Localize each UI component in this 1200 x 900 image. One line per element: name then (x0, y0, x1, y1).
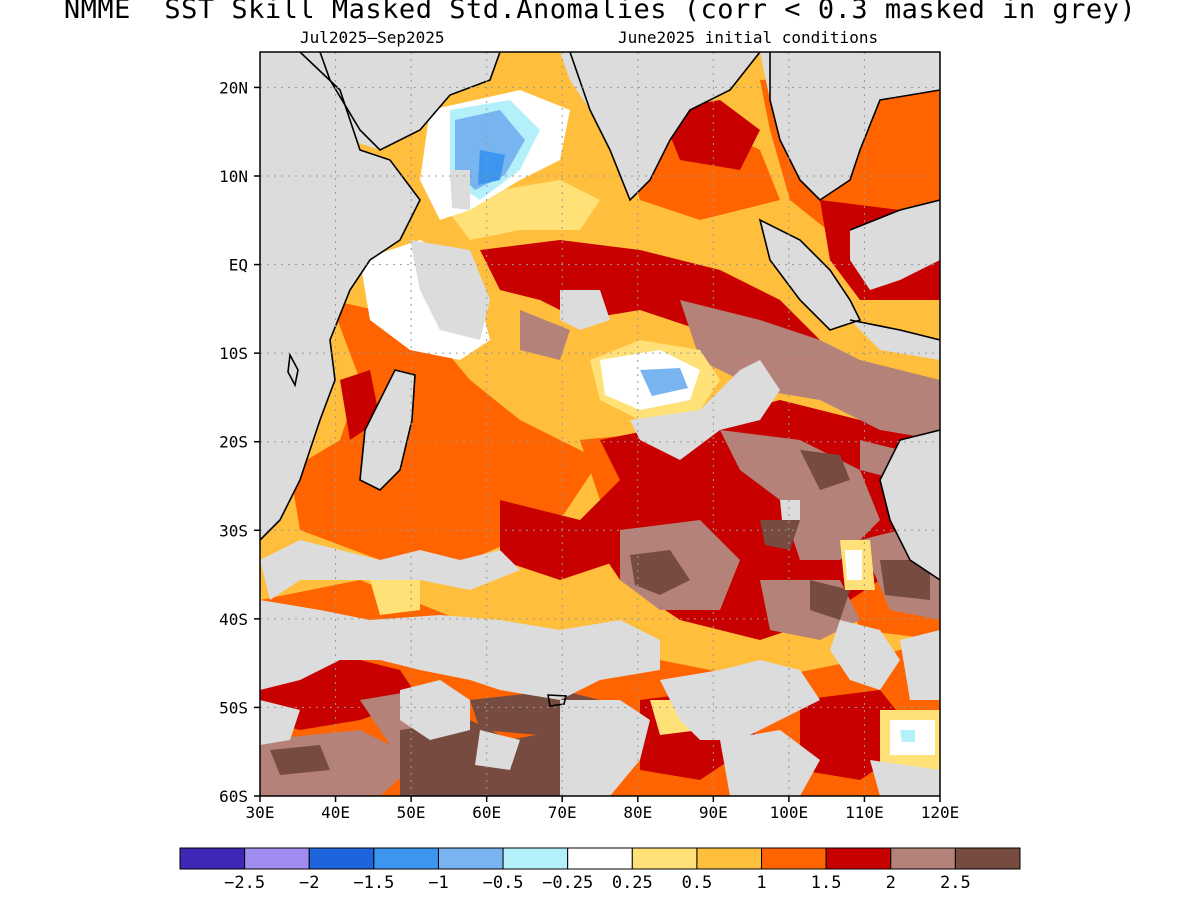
x-tick-label: 60E (472, 803, 501, 822)
x-tick-label: 70E (548, 803, 577, 822)
colorbar-label: −1.5 (353, 873, 394, 893)
y-tick-label: 20N (219, 78, 248, 97)
colorbar-swatch (954, 847, 1021, 870)
skill-mask (260, 52, 940, 796)
map-title: NMME SST Skill Masked Std.Anomalies (cor… (63, 0, 1137, 25)
colorbar-swatch (437, 847, 504, 870)
graticule (260, 52, 940, 796)
colorbar-label: −2 (299, 873, 319, 893)
map-frame (259, 51, 941, 797)
map-plot-area (260, 52, 940, 796)
x-tick-label: 40E (321, 803, 350, 822)
colorbar-label: 1 (756, 873, 766, 893)
colorbar-swatch (502, 847, 569, 870)
colorbar: −2.5 −2 −1.5 −1 −0.5 −0.25 0.25 0.5 1 1.5 2 2.5 (179, 847, 1021, 893)
y-tick-label: 30S (219, 521, 248, 540)
coastlines (260, 52, 940, 707)
y-tick-label: EQ (229, 256, 248, 275)
colorbar-swatch (373, 847, 439, 870)
colorbar-swatch (890, 847, 956, 870)
colorbar-label: 0.5 (682, 873, 713, 893)
y-tick-label: 40S (219, 610, 248, 629)
y-tick-label: 60S (219, 787, 248, 806)
colorbar-label: 0.25 (612, 873, 653, 893)
colorbar-swatch (696, 847, 763, 870)
colorbar-label: −2.5 (224, 873, 265, 893)
x-tick-label: 90E (699, 803, 728, 822)
colorbar-label: −1 (428, 873, 448, 893)
colorbar-swatch (308, 847, 375, 870)
colorbar-swatch (244, 847, 310, 870)
colorbar-label: 1.5 (811, 873, 842, 893)
initial-conditions: June2025 initial conditions (618, 28, 879, 47)
x-tick-label: 110E (845, 803, 884, 822)
colorbar-label: −0.5 (483, 873, 524, 893)
x-tick-label: 100E (770, 803, 809, 822)
colorbar-swatch (567, 847, 633, 870)
y-tick-label: 10N (219, 167, 248, 186)
x-tick-label: 50E (397, 803, 426, 822)
longitude-axis: 30E 40E 50E 60E 70E 80E 90E 100E 110E 120E (246, 796, 960, 822)
colorbar-swatch (179, 847, 246, 870)
forecast-period: Jul2025—Sep2025 (300, 28, 445, 47)
x-tick-label: 80E (623, 803, 652, 822)
colorbar-swatch (761, 847, 827, 870)
colorbar-swatch (631, 847, 698, 870)
y-tick-label: 20S (219, 433, 248, 452)
x-tick-label: 30E (246, 803, 275, 822)
colorbar-label: 2 (886, 873, 896, 893)
y-tick-label: 50S (219, 698, 248, 717)
colorbar-label: −0.25 (542, 873, 593, 893)
y-tick-label: 10S (219, 344, 248, 363)
colorbar-swatch (825, 847, 892, 870)
colorbar-label: 2.5 (940, 873, 971, 893)
latitude-axis: 20N 10N EQ 10S 20S 30S 40S 50S 60S (219, 78, 260, 806)
x-tick-label: 120E (921, 803, 960, 822)
